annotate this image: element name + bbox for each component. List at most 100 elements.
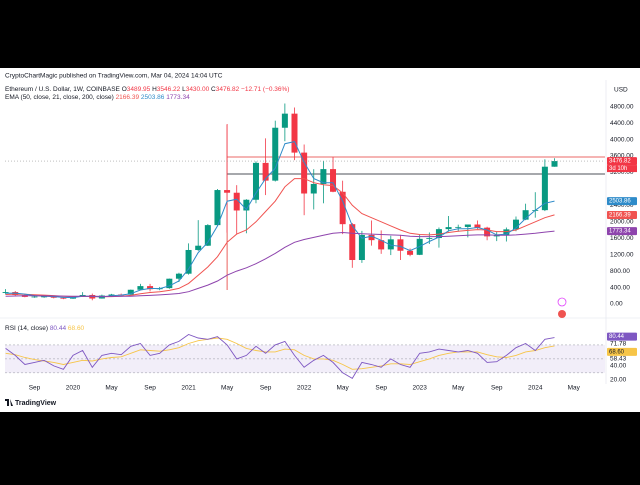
candle-body (166, 278, 173, 289)
indicator-value: 1773.34 (166, 94, 190, 101)
candle-body (349, 224, 356, 261)
ohlc-value: 3489.95 (127, 86, 151, 93)
y-tick-label: 4000.00 (610, 136, 634, 143)
rsi-tag-box (607, 332, 637, 341)
candle-body (541, 166, 548, 211)
ema-tag: 2503.86 (609, 199, 631, 205)
candle-body (474, 224, 481, 228)
x-tick-label: May (221, 385, 234, 392)
ohlc-label: H (152, 86, 157, 93)
footer: TradingView (15, 400, 57, 407)
ema-tag-box (607, 227, 637, 236)
rsi-value: 80.44 (50, 325, 67, 332)
ema-tag: 2166.39 (609, 213, 631, 219)
candle-body (387, 239, 394, 250)
x-tick-label: Sep (375, 385, 387, 392)
price-tag: 3476.82 (609, 159, 631, 165)
x-tick-label: May (568, 385, 581, 392)
candle-body (435, 229, 442, 239)
candle-body (60, 297, 67, 299)
rsi-ma-tag: 68.60 (609, 349, 625, 355)
countdown-box (607, 165, 637, 173)
ema-tag: 1773.34 (609, 229, 631, 235)
price-tag-box (607, 157, 637, 166)
y-tick-label: 40.00 (610, 363, 627, 370)
y-tick-label: 800.00 (610, 268, 630, 275)
candle-body (358, 234, 365, 261)
candle-body (339, 191, 346, 225)
candle-body (445, 227, 452, 230)
change: −12.71 (−0.36%) (241, 86, 289, 93)
candle-body (108, 294, 115, 296)
candle-body (127, 289, 134, 295)
x-tick-label: May (452, 385, 465, 392)
candle-body (503, 229, 510, 236)
candle-body (512, 219, 519, 230)
candle-body (243, 199, 250, 211)
candle-body (455, 226, 462, 228)
x-tick-label: Sep (29, 385, 41, 392)
rsi-ma-value: 68.60 (68, 325, 85, 332)
candle-body (522, 210, 529, 220)
ohlc-value: 3476.82 (216, 86, 240, 93)
candle-body (252, 162, 259, 200)
candle-body (310, 183, 317, 194)
x-tick-label: 2020 (66, 385, 81, 392)
x-tick-label: Sep (144, 385, 156, 392)
logo-mark (5, 399, 13, 406)
candle-body (484, 227, 491, 237)
candle-body (551, 161, 558, 167)
ohlc-label: L (182, 86, 186, 93)
x-tick-label: May (337, 385, 350, 392)
indicator-name: EMA (50, close, 21, close, 200, close) (5, 94, 114, 101)
candle-body (330, 169, 337, 192)
y-tick-label: 4800.00 (610, 103, 634, 110)
y-tick-label: 3600.00 (610, 153, 634, 160)
indicator-value: 2503.86 (141, 94, 165, 101)
candle-body (214, 190, 221, 226)
x-tick-label: 2024 (528, 385, 543, 392)
candle-body (137, 286, 144, 290)
y-tick-label: 2400.00 (610, 202, 634, 209)
candle-body (50, 296, 57, 298)
ohlc-value: 3430.00 (186, 86, 210, 93)
y-tick-label: 4400.00 (610, 120, 634, 127)
y-tick-label: 400.00 (610, 284, 630, 291)
header: CryptoChartMagic published on TradingVie… (5, 73, 223, 80)
ohlc-label: O (122, 86, 127, 93)
x-tick-label: 2023 (412, 385, 427, 392)
y-tick-label: 58.43 (610, 356, 627, 363)
alert-icon[interactable] (557, 297, 567, 307)
rsi-legend: RSI (14, close) 80.44 68.60 (5, 325, 85, 332)
candle-body (493, 235, 500, 237)
ema-tag-box (607, 197, 637, 206)
candle-body (147, 286, 154, 290)
logo (5, 399, 13, 406)
candle-body (426, 238, 433, 239)
candle-body (2, 292, 9, 293)
currency: USD (614, 87, 628, 94)
indicator-value: 2166.39 (116, 94, 140, 101)
rsi-tag: 80.44 (609, 334, 625, 340)
candle-body (175, 273, 182, 279)
rsi-line (5, 333, 555, 380)
flag-icon[interactable] (558, 310, 566, 318)
candle-body (31, 296, 38, 298)
candle-body (378, 240, 385, 250)
y-tick-label: 20.00 (610, 377, 627, 384)
y-tick-label: 2000.00 (610, 219, 634, 226)
y-tick-label: 1200.00 (610, 251, 634, 258)
candle-body (204, 225, 211, 246)
y-tick-label: 0.00 (610, 301, 623, 308)
x-tick-label: Sep (491, 385, 503, 392)
candle-body (301, 152, 308, 194)
candle-body (195, 245, 202, 250)
candle-body (407, 250, 414, 255)
countdown: 3d 10h (609, 166, 627, 172)
rsi-ma-tag-box (607, 347, 637, 356)
candle-body (272, 127, 279, 181)
candle-body (320, 169, 327, 184)
y-tick-label: 1600.00 (610, 235, 634, 242)
ema-line (5, 230, 555, 297)
